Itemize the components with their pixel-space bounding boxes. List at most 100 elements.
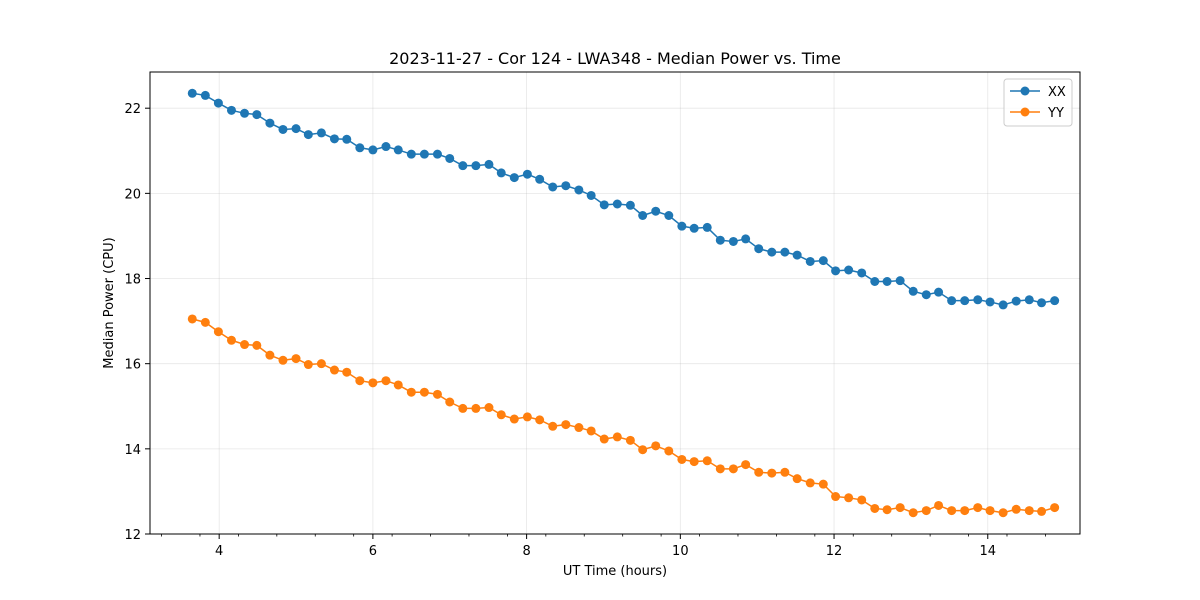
series-xx-point bbox=[973, 295, 983, 305]
series-xx-point bbox=[638, 211, 648, 220]
series-yy-point bbox=[973, 503, 983, 513]
series-xx-point bbox=[278, 124, 288, 134]
series-xx-point bbox=[445, 153, 455, 163]
series-xx-point bbox=[780, 247, 790, 257]
series-yy-point bbox=[677, 454, 687, 464]
series-yy-point bbox=[200, 317, 210, 327]
legend-xx-marker bbox=[1020, 86, 1030, 96]
series-xx-point bbox=[419, 149, 429, 159]
y-axis-label: Median Power (CPU) bbox=[102, 237, 117, 368]
series-xx-point bbox=[934, 287, 944, 297]
series-xx-point bbox=[574, 185, 584, 195]
series-xx-point bbox=[677, 221, 687, 231]
series-xx-point bbox=[612, 199, 622, 209]
series-yy-point bbox=[291, 354, 301, 364]
series-xx-point bbox=[381, 142, 391, 152]
series-xx-point bbox=[484, 159, 494, 169]
series-yy-point bbox=[985, 506, 995, 516]
y-tick-label: 16 bbox=[124, 358, 141, 373]
series-xx-point bbox=[1024, 295, 1034, 305]
series-xx-point bbox=[548, 182, 558, 192]
y-tick-label: 14 bbox=[124, 443, 141, 458]
series-layer bbox=[187, 88, 1060, 518]
series-yy-point bbox=[213, 327, 223, 337]
series-xx-point bbox=[200, 90, 210, 100]
series-xx-point bbox=[252, 110, 262, 120]
series-xx-point bbox=[303, 130, 313, 140]
series-yy-point bbox=[419, 387, 429, 397]
x-tick-label: 6 bbox=[369, 544, 377, 559]
series-yy-point bbox=[240, 340, 250, 350]
x-tick-label: 10 bbox=[672, 544, 689, 559]
series-yy-point bbox=[252, 340, 262, 350]
chart-title: 2023-11-27 - Cor 124 - LWA348 - Median P… bbox=[389, 49, 841, 68]
series-yy-point bbox=[960, 506, 970, 516]
series-xx-point bbox=[1037, 298, 1047, 308]
series-xx-point bbox=[702, 222, 712, 232]
series-yy-point bbox=[316, 359, 326, 369]
series-yy-point bbox=[651, 441, 661, 451]
series-xx-point bbox=[329, 134, 339, 144]
legend-yy-marker bbox=[1020, 107, 1030, 117]
legend-xx-label: XX bbox=[1048, 85, 1066, 100]
series-yy-point bbox=[741, 460, 751, 470]
series-xx-point bbox=[509, 173, 519, 183]
series-yy-point bbox=[432, 389, 442, 399]
series-yy-point bbox=[1024, 506, 1034, 516]
series-yy-point bbox=[728, 464, 738, 474]
x-tick-label: 12 bbox=[826, 544, 843, 559]
series-yy-point bbox=[638, 445, 648, 455]
series-xx-point bbox=[1011, 296, 1021, 306]
series-xx-point bbox=[895, 276, 905, 286]
series-xx-point bbox=[792, 250, 802, 260]
series-xx-point bbox=[625, 200, 635, 210]
series-yy-point bbox=[368, 378, 378, 388]
series-yy-point bbox=[857, 495, 867, 505]
series-yy-point bbox=[509, 414, 519, 424]
series-xx-point bbox=[471, 161, 481, 171]
series-xx-point bbox=[458, 161, 468, 171]
series-xx-point bbox=[599, 200, 609, 210]
series-xx-point bbox=[265, 118, 275, 128]
series-yy-point bbox=[818, 479, 828, 489]
series-yy-point bbox=[574, 423, 584, 433]
series-xx-point bbox=[316, 128, 326, 138]
series-xx-point bbox=[586, 190, 596, 200]
series-yy-point bbox=[599, 434, 609, 444]
series-xx-point bbox=[342, 134, 352, 144]
series-xx-point bbox=[689, 223, 699, 233]
series-yy-point bbox=[664, 446, 674, 456]
series-yy-point bbox=[381, 376, 391, 386]
series-yy-point bbox=[934, 500, 944, 510]
series-yy-point bbox=[689, 457, 699, 467]
series-yy-point bbox=[471, 403, 481, 413]
series-yy-point bbox=[805, 478, 815, 488]
series-yy-point bbox=[355, 376, 365, 386]
series-yy-point bbox=[1011, 504, 1021, 514]
series-yy-point bbox=[548, 421, 558, 431]
series-yy-point bbox=[445, 397, 455, 407]
series-xx-point bbox=[393, 145, 403, 155]
series-xx-point bbox=[406, 149, 416, 159]
y-tick-label: 22 bbox=[124, 102, 141, 117]
series-xx-point bbox=[960, 296, 970, 306]
x-tick-label: 14 bbox=[979, 544, 996, 559]
series-yy-point bbox=[278, 355, 288, 365]
series-yy-point bbox=[586, 426, 596, 436]
series-yy-point bbox=[625, 435, 635, 445]
x-tick-label: 8 bbox=[522, 544, 530, 559]
series-xx-point bbox=[870, 277, 880, 286]
series-xx-point bbox=[908, 286, 918, 296]
series-yy-point bbox=[715, 464, 725, 474]
series-yy-point bbox=[754, 467, 764, 477]
series-xx-point bbox=[226, 105, 236, 115]
series-xx-point bbox=[213, 98, 223, 108]
series-xx-point bbox=[985, 297, 995, 307]
series-xx-point bbox=[857, 268, 867, 278]
series-yy-point bbox=[831, 492, 841, 502]
series-xx-point bbox=[998, 300, 1008, 310]
series-xx-point bbox=[664, 211, 674, 220]
x-axis-label: UT Time (hours) bbox=[563, 564, 667, 579]
series-xx-point bbox=[767, 247, 777, 257]
